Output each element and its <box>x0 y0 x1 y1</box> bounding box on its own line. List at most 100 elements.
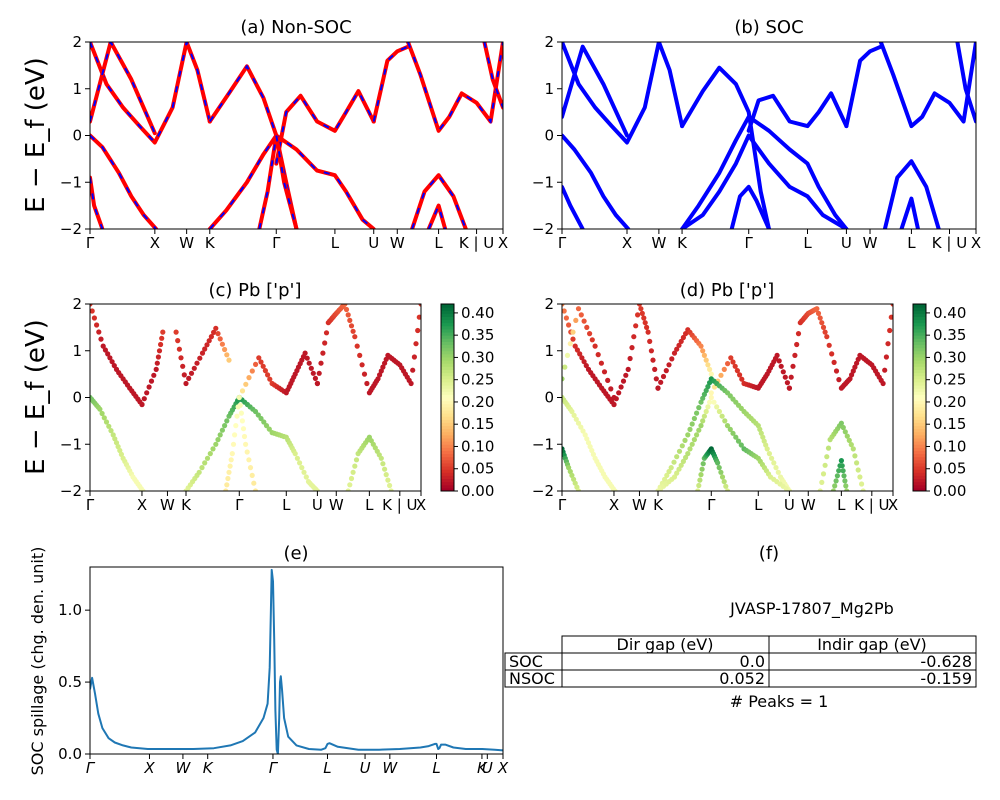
spillage-line <box>90 568 503 754</box>
colorbar-segment <box>441 341 454 346</box>
x-tick-label: U <box>482 759 493 777</box>
colorbar-segment <box>441 363 454 367</box>
band-point <box>832 483 838 489</box>
colorbar-segment <box>913 388 926 392</box>
table-cell-value: 0.0 <box>740 652 765 671</box>
band-point <box>314 380 320 387</box>
band-point <box>310 370 316 376</box>
band-point <box>784 380 791 386</box>
band-point <box>100 343 106 349</box>
x-tick-label: X <box>971 234 981 252</box>
x-tick-label: W <box>390 234 405 252</box>
x-tick-label: Γ <box>558 234 567 252</box>
band-point <box>698 399 704 405</box>
band-point <box>563 315 570 321</box>
band-point <box>584 436 590 442</box>
band-point <box>829 351 835 357</box>
colorbar-segment <box>913 400 926 405</box>
band-point <box>737 372 743 378</box>
colorbar-segment <box>913 478 926 483</box>
band-point <box>687 446 693 452</box>
panel-a-title: (a) Non-SOC <box>240 17 351 38</box>
colorbar-segment <box>913 475 926 480</box>
band-point <box>239 418 245 424</box>
band-point <box>140 488 146 491</box>
band-point <box>839 463 845 469</box>
band-point <box>312 375 318 381</box>
band-point <box>822 329 828 335</box>
colorbar-segment <box>441 307 454 311</box>
panel-c-ylabel: E − E_f (eV) <box>21 319 51 475</box>
band-point <box>569 472 575 478</box>
band-point <box>253 361 259 367</box>
band-point <box>698 423 704 429</box>
band-point <box>721 479 727 485</box>
band-point <box>382 466 388 472</box>
band-point <box>696 482 702 489</box>
band-point <box>728 355 734 361</box>
x-tick-label: X <box>143 759 155 777</box>
band-point <box>378 455 384 461</box>
band-point <box>219 341 225 347</box>
band-line <box>729 184 771 229</box>
band-point <box>831 359 837 365</box>
band-point <box>228 457 234 463</box>
x-tick-label: Γ <box>235 496 244 514</box>
band-point <box>696 405 702 411</box>
x-tick-label: U <box>841 234 852 252</box>
band-point <box>226 357 232 363</box>
colorbar-segment <box>441 419 454 423</box>
colorbar-segment <box>913 469 926 473</box>
band-point <box>842 478 848 484</box>
band-point <box>598 360 605 366</box>
band-point <box>666 362 672 368</box>
colorbar-segment <box>913 341 926 346</box>
band-point <box>246 375 252 381</box>
colorbar-segment <box>913 381 926 386</box>
band-point <box>700 395 706 401</box>
band-point <box>115 444 121 450</box>
colorbar-segment <box>441 406 454 411</box>
colorbar-tick-label: 0.40 <box>933 304 966 322</box>
band-line-overlay <box>411 173 467 229</box>
band-point <box>418 304 421 307</box>
band-point <box>685 451 691 457</box>
material-name: JVASP-17807_Mg2Pb <box>729 599 894 619</box>
band-point <box>840 468 846 474</box>
band-point <box>730 430 736 436</box>
colorbar-segment <box>913 394 926 398</box>
colorbar-tick-label: 0.20 <box>933 393 966 411</box>
band-point <box>103 419 110 425</box>
band-point <box>266 426 272 432</box>
band-point <box>840 424 846 431</box>
band-point <box>761 438 767 444</box>
x-tick-label: W <box>179 234 194 252</box>
colorbar-segment <box>913 422 926 427</box>
band-point <box>213 441 219 447</box>
colorbar-segment <box>441 304 454 308</box>
band-point <box>849 372 855 378</box>
band-point <box>757 426 763 432</box>
band-point <box>141 396 147 402</box>
band-point <box>595 352 601 358</box>
band-line <box>680 133 849 229</box>
table-cell <box>768 669 977 688</box>
band-point <box>882 367 888 373</box>
colorbar-segment <box>441 328 454 333</box>
band-point <box>685 432 691 438</box>
band-point <box>885 341 891 347</box>
panel-b-plot <box>562 42 976 229</box>
band-point <box>210 446 216 452</box>
band-line <box>680 114 849 229</box>
x-tick-label: L <box>803 234 812 252</box>
band-point <box>674 346 680 352</box>
band-point <box>836 377 842 383</box>
band-point <box>267 376 273 382</box>
band-point <box>852 453 858 459</box>
band-line <box>878 42 976 129</box>
x-tick-label: K <box>205 234 216 252</box>
band-point <box>258 359 264 365</box>
band-point <box>703 387 709 394</box>
band-point <box>699 466 705 472</box>
